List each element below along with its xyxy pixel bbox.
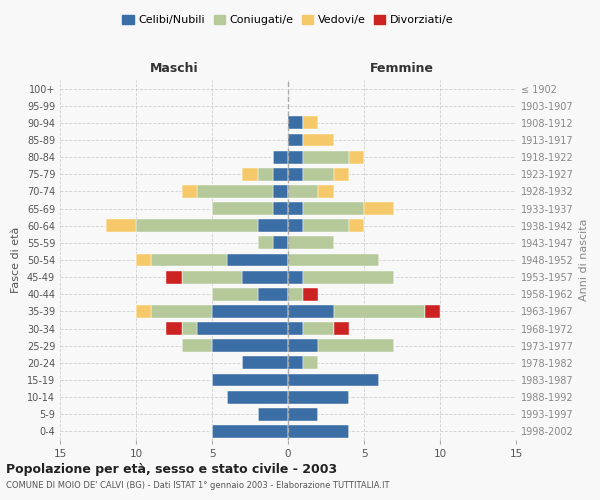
Y-axis label: Anni di nascita: Anni di nascita <box>579 219 589 301</box>
Text: Femmine: Femmine <box>370 62 434 75</box>
Bar <box>212 202 273 215</box>
Bar <box>212 425 288 438</box>
Bar <box>182 270 242 283</box>
Bar <box>242 270 288 283</box>
Bar <box>303 288 319 300</box>
Bar <box>303 270 394 283</box>
Bar <box>288 390 349 404</box>
Bar <box>349 220 364 232</box>
Bar <box>288 185 319 198</box>
Legend: Celibi/Nubili, Coniugati/e, Vedovi/e, Divorziati/e: Celibi/Nubili, Coniugati/e, Vedovi/e, Di… <box>118 10 458 30</box>
Bar <box>242 356 288 370</box>
Bar <box>273 236 288 250</box>
Bar <box>166 270 182 283</box>
Bar <box>288 116 303 130</box>
Bar <box>227 390 288 404</box>
Bar <box>288 305 334 318</box>
Bar <box>319 185 334 198</box>
Bar <box>212 374 288 386</box>
Bar <box>182 185 197 198</box>
Bar <box>106 220 136 232</box>
Text: Popolazione per età, sesso e stato civile - 2003: Popolazione per età, sesso e stato civil… <box>6 462 337 475</box>
Bar <box>257 220 288 232</box>
Bar <box>257 288 288 300</box>
Bar <box>334 322 349 335</box>
Bar <box>288 134 303 146</box>
Bar <box>273 185 288 198</box>
Bar <box>136 220 257 232</box>
Bar <box>288 425 349 438</box>
Bar <box>288 408 319 420</box>
Bar <box>273 150 288 164</box>
Bar <box>334 305 425 318</box>
Bar <box>182 322 197 335</box>
Bar <box>273 168 288 180</box>
Bar <box>151 305 212 318</box>
Bar <box>303 134 334 146</box>
Bar <box>273 202 288 215</box>
Text: COMUNE DI MOIO DE' CALVI (BG) - Dati ISTAT 1° gennaio 2003 - Elaborazione TUTTIT: COMUNE DI MOIO DE' CALVI (BG) - Dati IST… <box>6 481 389 490</box>
Bar <box>319 340 394 352</box>
Bar <box>166 322 182 335</box>
Bar <box>242 168 257 180</box>
Bar <box>288 270 303 283</box>
Bar <box>212 340 288 352</box>
Bar <box>303 220 349 232</box>
Bar <box>197 322 288 335</box>
Bar <box>303 116 319 130</box>
Bar <box>136 305 151 318</box>
Bar <box>425 305 440 318</box>
Bar <box>288 288 303 300</box>
Bar <box>227 254 288 266</box>
Bar <box>212 305 288 318</box>
Bar <box>257 236 273 250</box>
Bar <box>288 322 303 335</box>
Bar <box>288 236 334 250</box>
Bar <box>349 150 364 164</box>
Bar <box>364 202 394 215</box>
Bar <box>288 356 303 370</box>
Bar <box>303 150 349 164</box>
Bar <box>288 150 303 164</box>
Bar <box>288 374 379 386</box>
Bar <box>303 168 334 180</box>
Y-axis label: Fasce di età: Fasce di età <box>11 227 21 293</box>
Bar <box>136 254 151 266</box>
Text: Maschi: Maschi <box>149 62 199 75</box>
Bar <box>334 168 349 180</box>
Bar <box>197 185 273 198</box>
Bar <box>288 168 303 180</box>
Bar <box>151 254 227 266</box>
Bar <box>257 168 273 180</box>
Bar <box>257 408 288 420</box>
Bar <box>303 202 364 215</box>
Bar <box>288 340 319 352</box>
Bar <box>182 340 212 352</box>
Bar <box>303 322 334 335</box>
Bar <box>288 220 303 232</box>
Bar <box>212 288 257 300</box>
Bar <box>303 356 319 370</box>
Bar <box>288 202 303 215</box>
Bar <box>288 254 379 266</box>
